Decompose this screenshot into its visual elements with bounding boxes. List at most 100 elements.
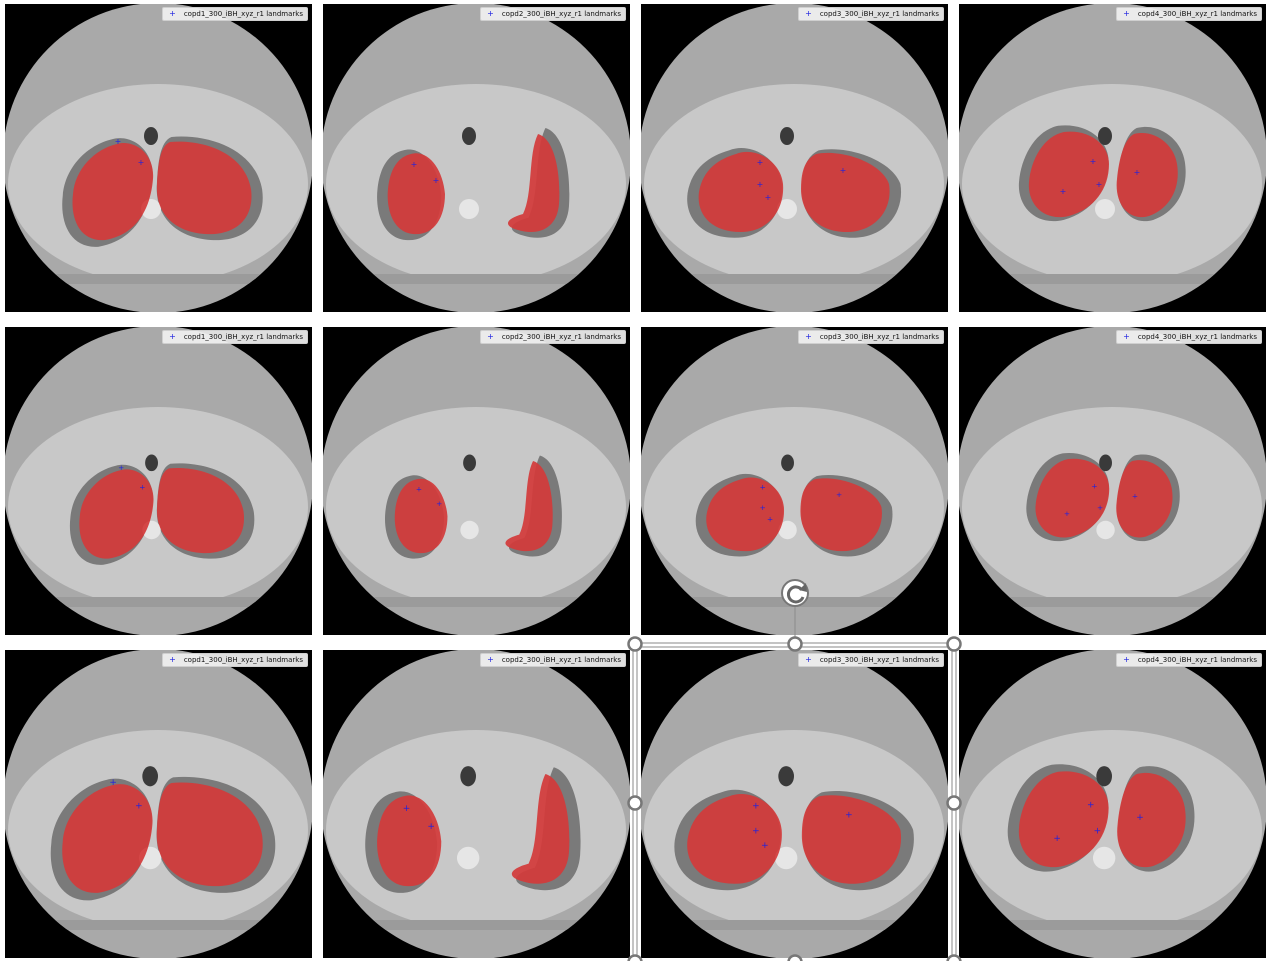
legend-label: copd4_300_iBH_xyz_r1 landmarks — [1138, 8, 1257, 20]
body-outline — [644, 407, 944, 607]
legend-marker-icon: + — [487, 8, 494, 20]
ct-slice-image: + + + + — [959, 327, 1266, 635]
legend-label: copd2_300_iBH_xyz_r1 landmarks — [502, 331, 621, 343]
legend-label: copd3_300_iBH_xyz_r1 landmarks — [820, 8, 939, 20]
landmark-marker: + — [427, 822, 435, 832]
landmark-marker: + — [752, 826, 760, 836]
ct-slice-image: ++++ — [641, 650, 948, 958]
landmark-marker: + — [1132, 492, 1138, 501]
legend-marker-icon: + — [487, 331, 494, 343]
legend-box: + copd1_300_iBH_xyz_r1 landmarks — [162, 7, 308, 21]
legend-label: copd2_300_iBH_xyz_r1 landmarks — [502, 654, 621, 666]
landmark-marker: + — [760, 503, 766, 512]
ct-slice-image: ++ — [323, 4, 630, 312]
ct-slice-image: ++ — [5, 4, 312, 312]
ct-panel-copd2-row2: + + + copd2_300_iBH_xyz_r1 landmarks — [323, 327, 630, 635]
landmark-marker: + — [757, 180, 764, 189]
landmark-marker: + — [1064, 509, 1070, 518]
landmark-marker: + — [1053, 834, 1061, 844]
resize-handle-bottom-center[interactable] — [789, 956, 802, 961]
legend-label: copd2_300_iBH_xyz_r1 landmarks — [502, 8, 621, 20]
resize-handle-middle-left[interactable] — [629, 797, 642, 810]
landmark-marker: + — [757, 158, 764, 167]
body-outline — [962, 407, 1262, 607]
legend-label: copd3_300_iBH_xyz_r1 landmarks — [820, 331, 939, 343]
legend-label: copd4_300_iBH_xyz_r1 landmarks — [1138, 654, 1257, 666]
ct-panel-copd3-row1: + + + + + copd3_300_iBH_xyz_r1 landmarks — [641, 4, 948, 312]
rotate-icon[interactable] — [782, 580, 808, 606]
landmark-marker: + — [135, 802, 143, 812]
landmark-marker: + — [1136, 813, 1144, 823]
legend-box: + copd4_300_iBH_xyz_r1 landmarks — [1116, 7, 1262, 21]
landmark-marker: + — [1096, 180, 1103, 189]
ct-panel-copd4-row2: + + + + + copd4_300_iBH_xyz_r1 landmarks — [959, 327, 1266, 635]
legend-box: + copd1_300_iBH_xyz_r1 landmarks — [162, 653, 308, 667]
landmark-marker: + — [1091, 482, 1097, 491]
landmark-marker: + — [1087, 801, 1095, 811]
ct-slice-image: + + + + — [959, 650, 1266, 958]
legend-box: + copd2_300_iBH_xyz_r1 landmarks — [480, 330, 626, 344]
landmark-marker: + — [765, 193, 772, 202]
landmark-marker: + — [436, 499, 442, 508]
landmark-marker: + — [433, 176, 440, 185]
landmark-marker: + — [109, 778, 117, 788]
landmark-marker: + — [118, 463, 124, 472]
ct-slice-image: ++ — [323, 650, 630, 958]
landmark-marker: + — [760, 483, 766, 492]
landmark-marker: + — [139, 483, 145, 492]
legend-label: copd1_300_iBH_xyz_r1 landmarks — [184, 8, 303, 20]
legend-marker-icon: + — [1123, 654, 1130, 666]
landmark-marker: + — [1090, 157, 1097, 166]
landmark-marker: + — [1097, 503, 1103, 512]
legend-marker-icon: + — [169, 654, 176, 666]
ct-slice-image: ++ — [5, 327, 312, 635]
landmark-marker: + — [1094, 826, 1102, 836]
ct-slice-image: ++++ — [641, 4, 948, 312]
legend-box: + copd4_300_iBH_xyz_r1 landmarks — [1116, 653, 1262, 667]
legend-label: copd1_300_iBH_xyz_r1 landmarks — [184, 654, 303, 666]
ct-panel-copd3-row3: + + + + + copd3_300_iBH_xyz_r1 landmarks — [641, 650, 948, 958]
landmark-marker: + — [403, 804, 411, 814]
resize-handle-top-right[interactable] — [948, 638, 961, 651]
body-outline — [326, 84, 626, 284]
legend-marker-icon: + — [1123, 8, 1130, 20]
legend-label: copd4_300_iBH_xyz_r1 landmarks — [1138, 331, 1257, 343]
legend-marker-icon: + — [805, 654, 812, 666]
landmark-marker: + — [1060, 187, 1067, 196]
body-outline — [962, 730, 1262, 930]
legend-box: + copd4_300_iBH_xyz_r1 landmarks — [1116, 330, 1262, 344]
ct-panel-copd1-row1: + + + copd1_300_iBH_xyz_r1 landmarks — [5, 4, 312, 312]
landmark-marker: + — [1134, 168, 1141, 177]
legend-box: + copd1_300_iBH_xyz_r1 landmarks — [162, 330, 308, 344]
landmark-marker: + — [138, 158, 145, 167]
landmark-marker: + — [836, 490, 842, 499]
landmark-marker: + — [840, 166, 847, 175]
body-outline — [326, 407, 626, 607]
legend-box: + copd2_300_iBH_xyz_r1 landmarks — [480, 7, 626, 21]
landmark-marker: + — [767, 515, 773, 524]
legend-marker-icon: + — [805, 331, 812, 343]
resize-handle-top-left[interactable] — [629, 638, 642, 651]
legend-marker-icon: + — [487, 654, 494, 666]
ct-panel-copd1-row2: + + + copd1_300_iBH_xyz_r1 landmarks — [5, 327, 312, 635]
legend-marker-icon: + — [169, 331, 176, 343]
landmark-marker: + — [845, 811, 853, 821]
resize-handle-bottom-right[interactable] — [948, 956, 961, 961]
ct-panel-copd1-row3: + + + copd1_300_iBH_xyz_r1 landmarks — [5, 650, 312, 958]
body-outline — [962, 84, 1262, 284]
legend-marker-icon: + — [169, 8, 176, 20]
resize-handle-bottom-left[interactable] — [629, 956, 642, 961]
ct-slice-image: ++ — [5, 650, 312, 958]
legend-marker-icon: + — [1123, 331, 1130, 343]
landmark-marker: + — [416, 484, 422, 493]
legend-marker-icon: + — [805, 8, 812, 20]
landmark-marker: + — [761, 841, 769, 851]
legend-label: copd3_300_iBH_xyz_r1 landmarks — [820, 654, 939, 666]
ct-panel-copd2-row3: + + + copd2_300_iBH_xyz_r1 landmarks — [323, 650, 630, 958]
resize-handle-top-center[interactable] — [789, 638, 802, 651]
legend-box: + copd3_300_iBH_xyz_r1 landmarks — [798, 7, 944, 21]
resize-handle-middle-right[interactable] — [948, 797, 961, 810]
ct-slice-image: + + + + — [959, 4, 1266, 312]
ct-panel-copd2-row1: + + + copd2_300_iBH_xyz_r1 landmarks — [323, 4, 630, 312]
legend-box: + copd3_300_iBH_xyz_r1 landmarks — [798, 330, 944, 344]
